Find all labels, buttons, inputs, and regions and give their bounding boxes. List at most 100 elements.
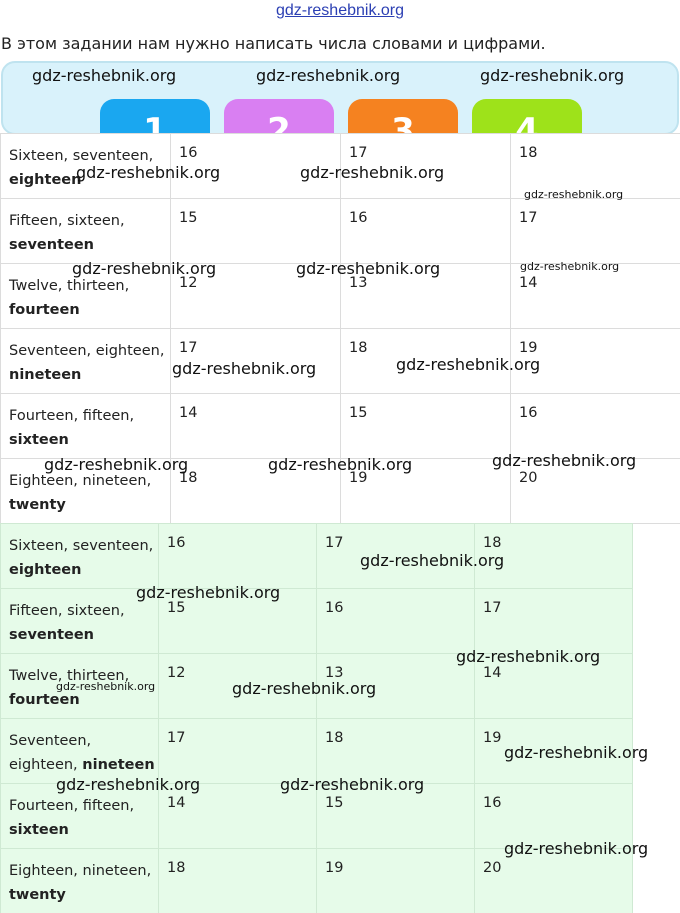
number-words-bold: nineteen: [9, 367, 82, 383]
watermark-text: gdz-reshebnik.org: [72, 259, 217, 278]
number-cell: 19: [340, 458, 511, 524]
number-cell: 19: [474, 718, 633, 784]
watermark-text: gdz-reshebnik.org: [296, 259, 441, 278]
number-words-bold: eighteen: [9, 172, 82, 188]
table-row: Fifteen, sixteen, seventeen 15 16 17: [0, 588, 633, 654]
number-cell: 16: [316, 588, 475, 654]
number-cell: 20: [474, 848, 633, 913]
number-cell: 17: [474, 588, 633, 654]
number-cell: 18: [158, 848, 317, 913]
task-chip-1[interactable]: 1: [100, 99, 210, 133]
table-row: Fourteen, fifteen, sixteen 14 15 16: [0, 783, 633, 849]
number-words-bold: fourteen: [9, 302, 80, 318]
table-row: Fourteen, fifteen, sixteen 14 15 16: [0, 393, 680, 459]
number-cell: 17: [510, 198, 680, 264]
watermark-text: gdz-reshebnik.org: [524, 188, 624, 201]
number-cell: 16: [510, 393, 680, 459]
number-words: Fifteen, sixteen,: [9, 213, 125, 229]
watermark-text: gdz-reshebnik.org: [56, 775, 201, 794]
task-chip-4[interactable]: 4: [472, 99, 582, 133]
number-words-bold: fourteen: [9, 692, 80, 708]
task-chip-2[interactable]: 2: [224, 99, 334, 133]
number-cell: 17: [158, 718, 317, 784]
number-cell: 13: [316, 653, 475, 719]
number-cell: 14: [158, 783, 317, 849]
watermark-text: gdz-reshebnik.org: [268, 455, 413, 474]
number-cell: 15: [170, 198, 341, 264]
number-cell: 17: [170, 328, 341, 394]
number-words: Eighteen, nineteen,: [9, 863, 152, 879]
watermark-text: gdz-reshebnik.org: [504, 839, 649, 858]
watermark-text: gdz-reshebnik.org: [504, 743, 649, 762]
watermark-text: gdz-reshebnik.org: [44, 455, 189, 474]
watermark-text: gdz-reshebnik.org: [256, 66, 401, 85]
table-row: Fifteen, sixteen, seventeen 15 16 17: [0, 198, 680, 264]
number-words: Twelve, thirteen,: [9, 668, 130, 684]
number-words-cell: Sixteen, seventeen, eighteen: [0, 133, 171, 199]
number-cell: 18: [474, 523, 633, 589]
number-words: Seventeen, eighteen,: [9, 343, 165, 359]
task-chip-3[interactable]: 3: [348, 99, 458, 133]
number-cell: 18: [316, 718, 475, 784]
number-words-bold: sixteen: [9, 432, 69, 448]
number-cell: 17: [340, 133, 511, 199]
table-row: Twelve, thirteen, fourteen 12 13 14: [0, 263, 680, 329]
watermark-text: gdz-reshebnik.org: [480, 66, 625, 85]
number-words-bold: twenty: [9, 887, 66, 903]
number-words-cell: Fourteen, fifteen, sixteen: [0, 393, 171, 459]
table-row: Sixteen, seventeen, eighteen 16 17 18: [0, 523, 633, 589]
number-cell: 18: [170, 458, 341, 524]
number-words: Twelve, thirteen,: [9, 278, 130, 294]
watermark-text: gdz-reshebnik.org: [360, 551, 505, 570]
number-cell: 19: [316, 848, 475, 913]
number-cell: 12: [170, 263, 341, 329]
number-words-cell: Fifteen, sixteen, seventeen: [0, 198, 171, 264]
number-cell: 12: [158, 653, 317, 719]
number-words-cell: Sixteen, seventeen, eighteen: [0, 523, 159, 589]
table-row: Twelve, thirteen, fourteen 12 13 14: [0, 653, 633, 719]
number-words-cell: Eighteen, nineteen, twenty: [0, 848, 159, 913]
number-words-cell: Twelve, thirteen, fourteen: [0, 653, 159, 719]
number-words-cell: Fourteen, fifteen, sixteen: [0, 783, 159, 849]
number-cell: 15: [340, 393, 511, 459]
number-words-cell: Seventeen, eighteen, nineteen: [0, 328, 171, 394]
answer-table-white: Sixteen, seventeen, eighteen 16 17 18 Fiftee…: [0, 133, 680, 524]
number-words: Seventeen, eighteen,: [9, 733, 92, 773]
number-words: Fifteen, sixteen,: [9, 603, 125, 619]
table-row: Eighteen, nineteen, twenty 18 19 20: [0, 458, 680, 524]
number-words-bold: seventeen: [9, 627, 94, 643]
watermark-text: gdz-reshebnik.org: [280, 775, 425, 794]
number-cell: 16: [158, 523, 317, 589]
number-words-cell: Twelve, thirteen, fourteen: [0, 263, 171, 329]
watermark-text: gdz-reshebnik.org: [56, 680, 156, 693]
table-row: Eighteen, nineteen, twenty 18 19 20: [0, 848, 633, 913]
number-cell: 18: [340, 328, 511, 394]
watermark-text: gdz-reshebnik.org: [300, 163, 445, 182]
number-words: Fourteen, fifteen,: [9, 408, 135, 424]
number-cell: 14: [510, 263, 680, 329]
number-cell: 16: [340, 198, 511, 264]
number-cell: 20: [510, 458, 680, 524]
number-cell: 18: [510, 133, 680, 199]
number-cell: 16: [474, 783, 633, 849]
number-cell: 14: [170, 393, 341, 459]
table-row: Seventeen, eighteen, nineteen 17 18 19: [0, 328, 680, 394]
number-words: Sixteen, seventeen,: [9, 538, 154, 554]
watermark-text: gdz-reshebnik.org: [172, 359, 317, 378]
answer-table-green: Sixteen, seventeen, eighteen 16 17 18 Fiftee…: [0, 523, 633, 913]
number-words-bold: sixteen: [9, 822, 69, 838]
watermark-text: gdz-reshebnik.org: [520, 260, 620, 273]
number-words-bold: nineteen: [82, 757, 155, 773]
watermark-text: gdz-reshebnik.org: [492, 451, 637, 470]
number-words-cell: Fifteen, sixteen, seventeen: [0, 588, 159, 654]
number-words: Fourteen, fifteen,: [9, 798, 135, 814]
number-cell: 14: [474, 653, 633, 719]
number-words-bold: twenty: [9, 497, 66, 513]
watermark-text: gdz-reshebnik.org: [456, 647, 601, 666]
site-link[interactable]: gdz-reshebnik.org: [275, 2, 405, 19]
table-row: Sixteen, seventeen, eighteen 16 17 18: [0, 133, 680, 199]
watermark-text: gdz-reshebnik.org: [232, 679, 377, 698]
table-row: Seventeen, eighteen, nineteen 17 18 19: [0, 718, 633, 784]
watermark-text: gdz-reshebnik.org: [76, 163, 221, 182]
number-words-cell: Eighteen, nineteen, twenty: [0, 458, 171, 524]
